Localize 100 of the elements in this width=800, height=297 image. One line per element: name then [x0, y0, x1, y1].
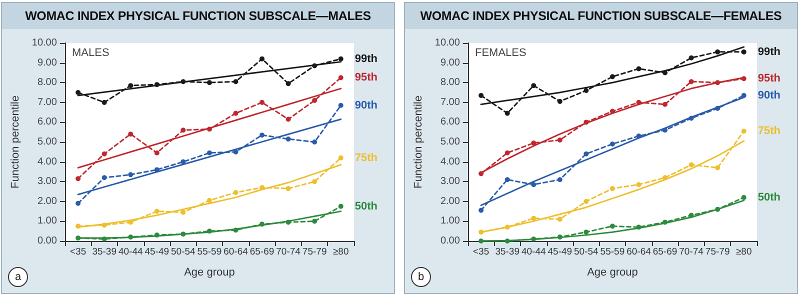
x-tick-label: 55-59 — [600, 246, 625, 258]
y-tick-label: 3.00 — [37, 176, 58, 188]
point — [504, 150, 510, 156]
point — [636, 134, 642, 139]
point — [636, 100, 642, 105]
point — [662, 175, 668, 180]
y-tick-label: 4.00 — [37, 156, 58, 168]
x-tick-label: 70-74 — [276, 246, 300, 258]
point — [338, 102, 344, 108]
y-tick-label: 1.00 — [440, 216, 460, 227]
point — [584, 198, 589, 204]
y-tick-label: 0.00 — [440, 236, 460, 246]
y-axis-title: Function percentile — [10, 96, 22, 188]
point — [531, 140, 536, 146]
y-tick-label: 2.00 — [37, 196, 58, 207]
point — [102, 151, 107, 156]
point — [584, 88, 589, 94]
point — [584, 151, 589, 156]
point — [180, 79, 186, 84]
y-tick-label: 9.00 — [440, 57, 460, 68]
chart-title: WOMAC INDEX PHYSICAL FUNCTION SUBSCALE—MALES — [2, 3, 394, 29]
point — [610, 74, 615, 80]
x-tick-label: 75-79 — [302, 246, 327, 258]
point — [233, 149, 238, 154]
point — [233, 228, 238, 233]
x-tick-label: 60-64 — [224, 246, 248, 258]
point — [312, 98, 318, 103]
point — [154, 208, 160, 214]
point — [102, 222, 107, 228]
point — [504, 238, 510, 244]
point — [338, 204, 344, 209]
point — [478, 92, 484, 98]
point — [557, 177, 562, 182]
x-tick-label: 60-64 — [626, 246, 651, 258]
x-tick-label: 35-39 — [92, 246, 116, 258]
point — [312, 63, 318, 68]
y-tick-label: 8.00 — [37, 77, 58, 88]
x-tick-label: 65-69 — [250, 246, 274, 258]
point — [128, 132, 134, 137]
y-axis-title: Function percentile — [412, 96, 424, 188]
point — [233, 110, 238, 116]
point — [557, 98, 562, 104]
point — [610, 141, 615, 146]
y-tick-label: 7.00 — [37, 96, 58, 108]
x-tick-label: 40-44 — [118, 246, 143, 258]
series-label: 50th — [354, 200, 378, 212]
y-tick-label: 9.00 — [37, 57, 58, 68]
point — [233, 190, 238, 195]
x-tick-label: ≥80 — [736, 246, 752, 258]
point — [531, 182, 536, 188]
x-tick-label: 40-44 — [521, 246, 546, 258]
point — [557, 216, 562, 222]
text: b — [411, 267, 431, 287]
chart-title: WOMAC INDEX PHYSICAL FUNCTION SUBSCALE—FEMALES — [405, 3, 797, 29]
x-tick-label: 45-49 — [144, 246, 170, 258]
point — [741, 194, 746, 200]
point — [741, 76, 746, 82]
point — [76, 224, 81, 229]
point — [76, 236, 81, 241]
x-tick-label: 35-39 — [495, 246, 520, 258]
point — [636, 182, 642, 188]
point — [233, 79, 238, 84]
point — [180, 210, 186, 215]
point — [478, 230, 484, 235]
series-label: 90th — [758, 89, 781, 102]
point — [715, 106, 720, 111]
point — [741, 92, 746, 98]
x-tick-label: 50-54 — [574, 246, 598, 258]
series-label: 75th — [758, 125, 781, 138]
point — [531, 83, 536, 88]
point — [154, 232, 160, 238]
point — [688, 116, 694, 121]
point — [504, 177, 510, 182]
y-tick-label: 6.00 — [440, 116, 460, 128]
point — [128, 83, 134, 88]
point — [206, 126, 212, 132]
point — [662, 70, 668, 76]
y-tick-label: 1.00 — [37, 216, 58, 227]
point — [312, 179, 318, 184]
point — [688, 212, 694, 218]
point — [206, 150, 212, 156]
point — [741, 128, 746, 134]
series-label: 95th — [758, 72, 781, 85]
point — [128, 220, 134, 225]
point — [531, 236, 536, 242]
point — [154, 150, 160, 156]
point — [102, 175, 107, 180]
point — [206, 228, 212, 234]
point — [286, 116, 291, 122]
point — [286, 136, 291, 142]
point — [260, 132, 265, 138]
point — [260, 222, 265, 227]
x-tick-label: 50-54 — [171, 246, 196, 258]
y-tick-label: 0.00 — [37, 236, 58, 246]
point — [741, 49, 746, 54]
series-label: 99th — [758, 46, 781, 58]
point — [715, 165, 720, 170]
x-axis-title: Age group — [184, 266, 235, 278]
series-label: 90th — [354, 99, 378, 112]
point — [478, 171, 484, 176]
